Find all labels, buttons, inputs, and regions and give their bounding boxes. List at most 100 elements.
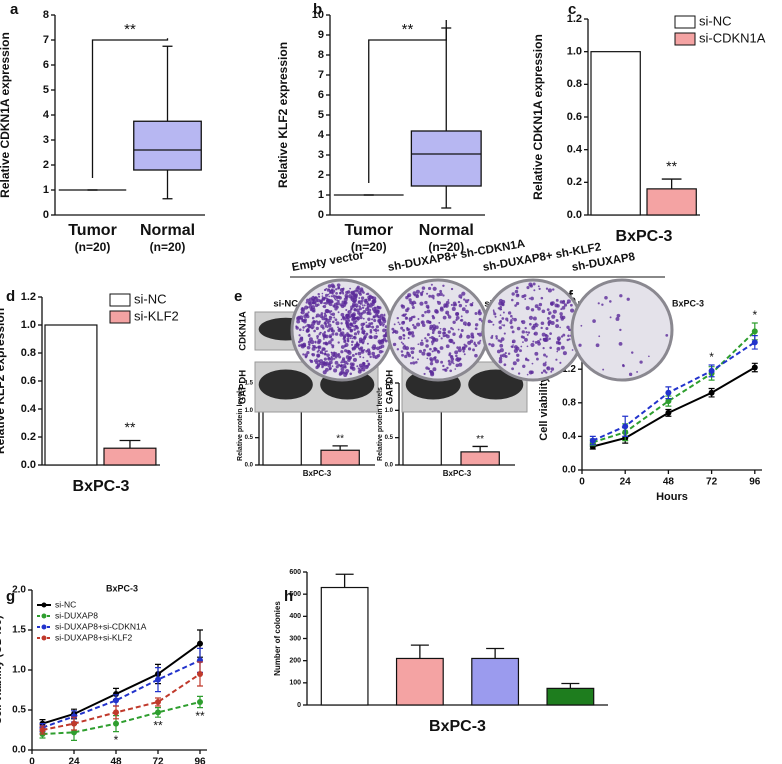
plate [570, 278, 674, 382]
colony [467, 323, 471, 326]
colony [537, 340, 541, 344]
colony [377, 353, 381, 358]
colony [433, 347, 437, 351]
colony [411, 334, 415, 338]
colony [343, 372, 348, 377]
colony [560, 308, 563, 311]
data-point [113, 720, 119, 727]
colony [555, 319, 559, 322]
colony [639, 360, 643, 364]
colony [445, 344, 450, 349]
data-point [39, 727, 46, 733]
colony [455, 354, 458, 358]
colony [502, 353, 506, 358]
colony [402, 345, 407, 350]
colony [407, 293, 412, 298]
colony [537, 306, 541, 311]
colony [360, 349, 365, 354]
colony [412, 323, 415, 327]
colony [314, 296, 318, 301]
colony [325, 342, 329, 346]
colony [430, 372, 435, 377]
bar [402, 409, 442, 466]
colony [347, 358, 351, 362]
colony [492, 323, 495, 326]
colony [426, 292, 429, 295]
colony [464, 324, 467, 327]
colony [432, 316, 436, 320]
colony [308, 297, 313, 302]
x-tick-label: 72 [706, 477, 718, 488]
colony [416, 322, 421, 327]
y-tick-label: 0.4 [562, 431, 576, 442]
colony [342, 316, 345, 319]
colony [317, 349, 321, 352]
colony [474, 327, 478, 331]
colony [324, 367, 329, 372]
data-point [622, 423, 629, 430]
significance-label: * [709, 350, 714, 364]
colony [363, 336, 367, 340]
data-point [665, 398, 672, 405]
x-axis-label: BxPC-3 [429, 718, 486, 735]
colony [325, 293, 329, 297]
colony [540, 321, 545, 326]
colony [465, 309, 469, 314]
colony [336, 283, 341, 287]
colony [353, 345, 357, 350]
colony [359, 316, 363, 320]
colony [367, 317, 371, 321]
colony [381, 316, 386, 321]
colony [526, 333, 529, 336]
colony [321, 295, 324, 297]
colony [525, 357, 528, 360]
colony [514, 304, 517, 307]
colony [351, 343, 354, 346]
colony [430, 359, 434, 363]
colony [419, 341, 424, 346]
y-tick-label: 0.0 [562, 465, 576, 476]
colony [334, 332, 339, 336]
colony [384, 335, 387, 338]
bar [590, 51, 641, 216]
y-axis-label: Relative protein levels [377, 387, 384, 461]
data-point [155, 699, 161, 705]
colony [338, 372, 342, 376]
data-point [113, 691, 119, 697]
colony [540, 326, 543, 330]
colony [464, 299, 469, 304]
colony [515, 293, 520, 298]
colony [318, 333, 321, 336]
colony [531, 325, 536, 330]
y-tick-label: 2.0 [12, 585, 26, 596]
panel-letter: b [313, 1, 322, 18]
colony [440, 337, 443, 340]
colony [362, 322, 366, 326]
colony [534, 322, 538, 326]
colony [545, 355, 548, 358]
colony [365, 298, 368, 301]
x-tick-label: 96 [194, 757, 206, 764]
colony [328, 295, 330, 298]
colony [478, 332, 483, 337]
colony [528, 282, 533, 287]
y-tick-label: 6 [318, 89, 324, 101]
colony [460, 297, 463, 299]
colony [344, 342, 349, 348]
colony [357, 333, 360, 335]
colony [502, 324, 506, 327]
colony [530, 308, 535, 312]
y-tick-label: 3 [43, 134, 49, 146]
colony [351, 324, 354, 328]
colony [450, 287, 454, 291]
colony [538, 302, 543, 307]
band-label: CDKN1A [238, 311, 249, 351]
colony [512, 361, 517, 366]
colony [549, 346, 552, 350]
colony [325, 287, 328, 290]
colony [349, 287, 352, 290]
y-tick-label: 1.5 [12, 625, 26, 636]
colony [353, 308, 357, 312]
colony [349, 362, 354, 366]
colony [456, 346, 459, 349]
